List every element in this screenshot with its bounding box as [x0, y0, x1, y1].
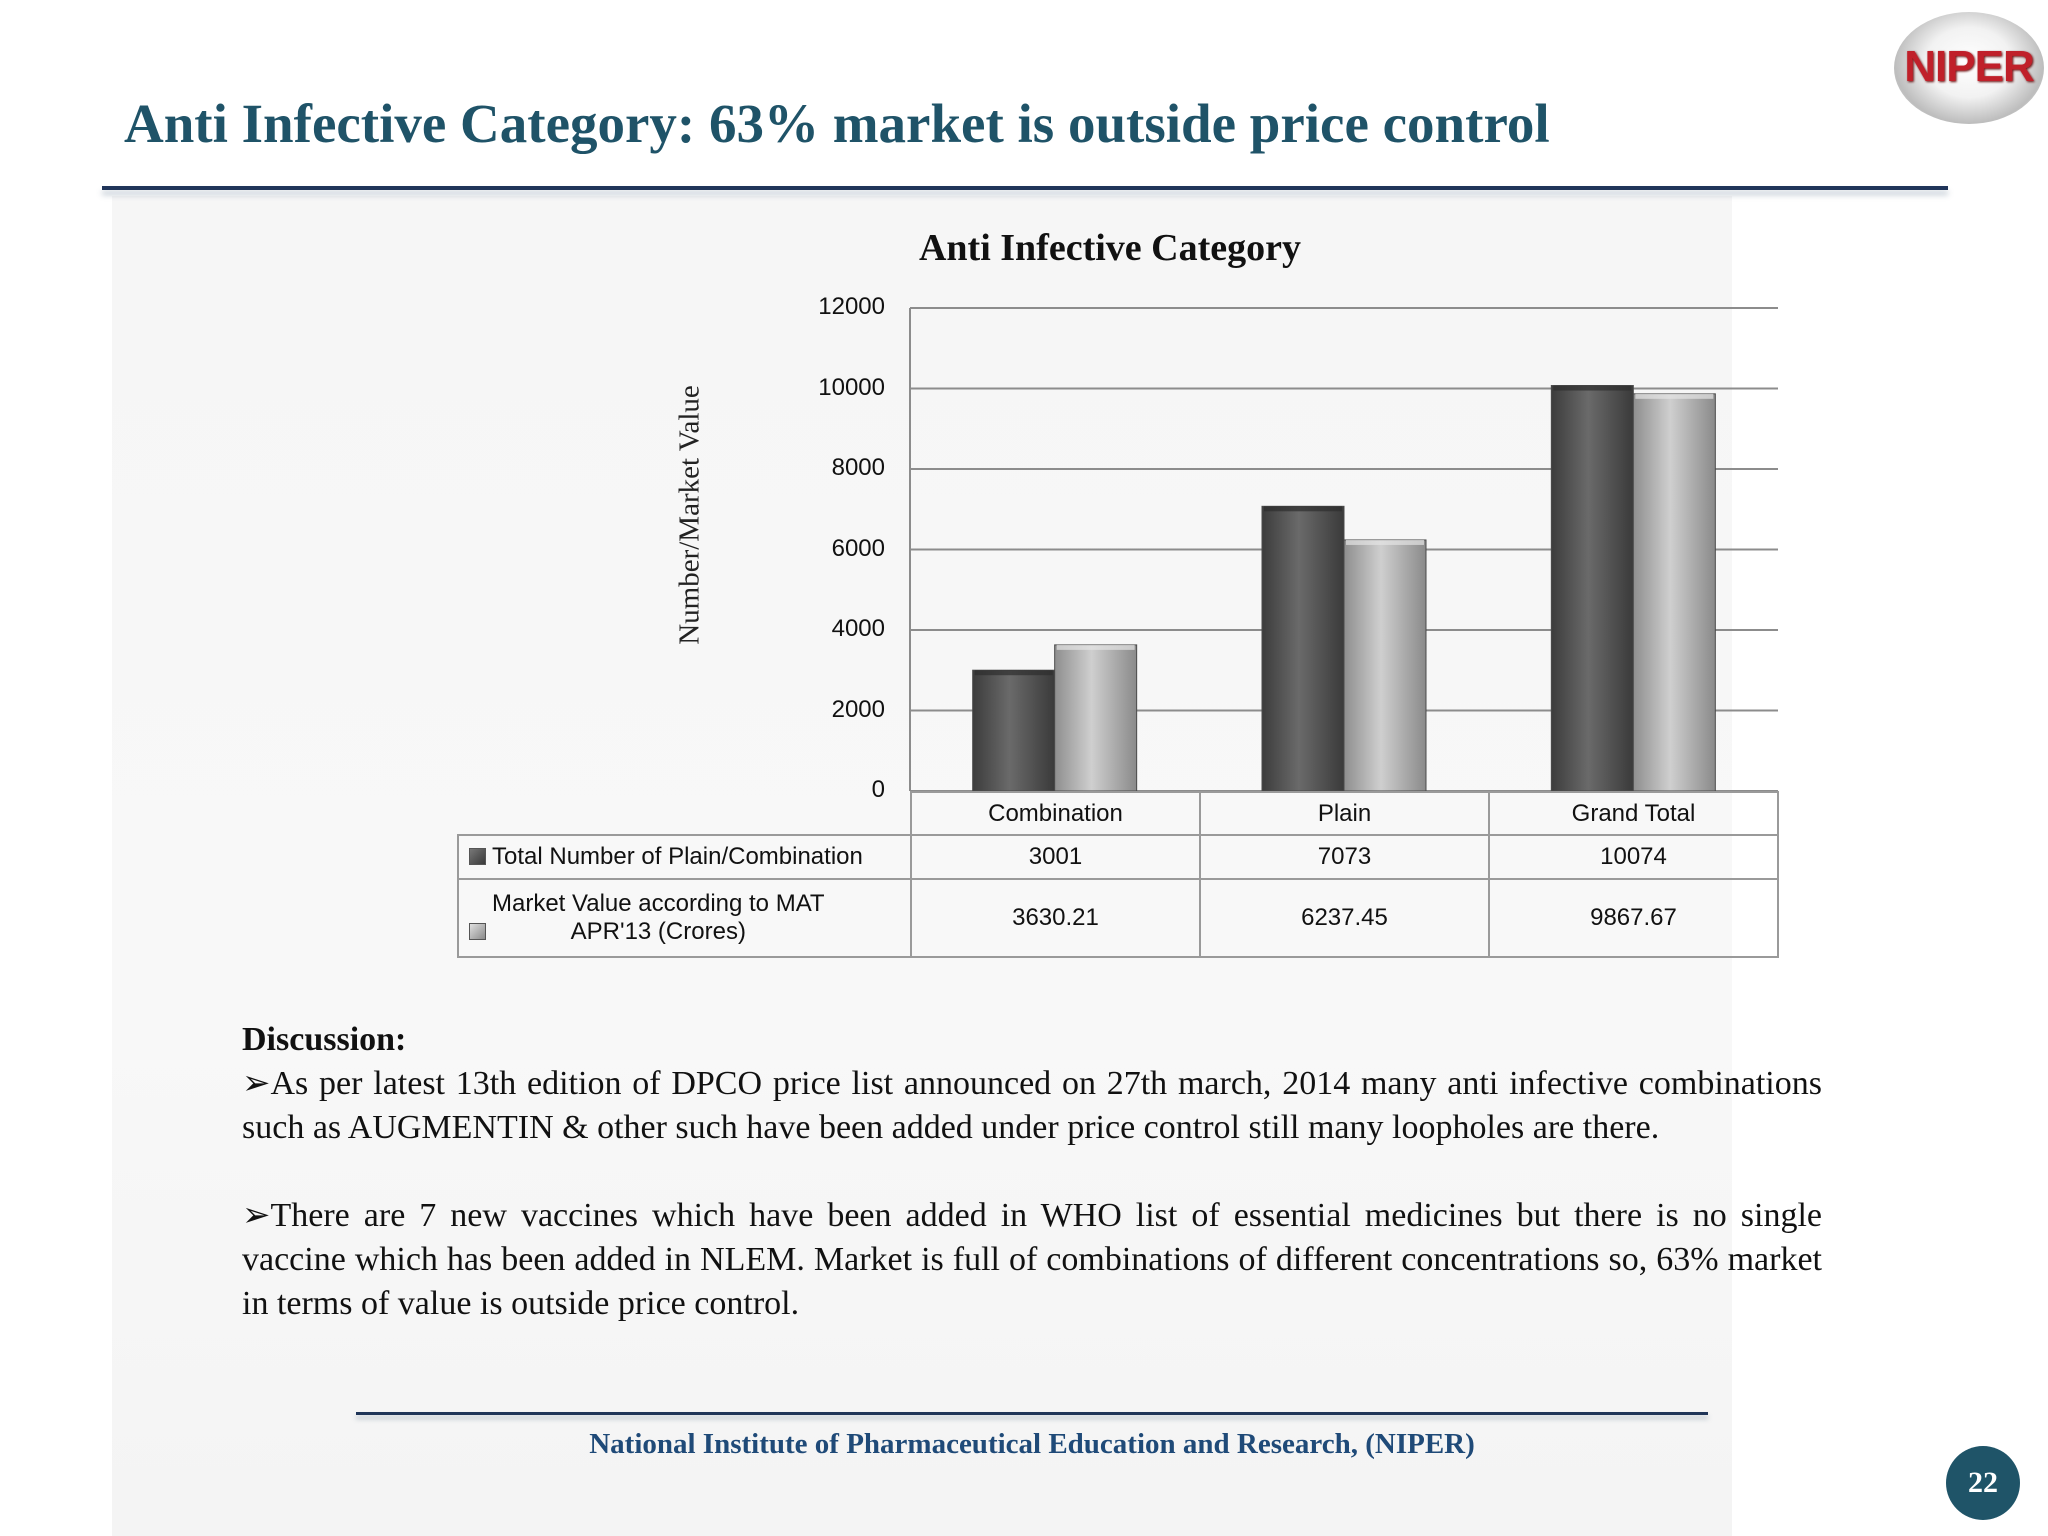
- data-label: 3001: [910, 834, 1201, 880]
- footer-divider: [356, 1412, 1708, 1415]
- bar: [1632, 393, 1716, 792]
- niper-logo: NIPER: [1894, 12, 2044, 124]
- y-tick-label: 4000: [831, 615, 885, 642]
- bar: [1343, 539, 1427, 792]
- discussion-section: Discussion: ➢As per latest 13th edition …: [242, 1018, 1822, 1326]
- legend-entry: Total Number of Plain/Combination: [457, 834, 912, 880]
- series-name: Total Number of Plain/Combination: [492, 843, 863, 870]
- series-name-line: Market Value according to MAT: [492, 890, 825, 917]
- series-name-line: APR'13 (Crores): [570, 918, 746, 945]
- data-label: 9867.67: [1488, 878, 1779, 958]
- chart-data-table: Combination Plain Grand Total Total Numb…: [457, 791, 1779, 958]
- bar: [972, 669, 1056, 792]
- bar-highlight: [974, 670, 1053, 676]
- paragraph-spacer: [242, 1150, 1822, 1194]
- data-label: 3630.21: [910, 878, 1201, 958]
- legend-swatch: [469, 923, 486, 940]
- category-label: Combination: [910, 791, 1201, 836]
- discussion-heading: Discussion:: [242, 1021, 407, 1058]
- y-tick-label: 12000: [818, 293, 885, 320]
- chart-title: Anti Infective Category: [918, 227, 1301, 269]
- y-tick-label: 2000: [831, 695, 885, 723]
- slide-title: Anti Infective Category: 63% market is o…: [124, 93, 1550, 154]
- footer-institute-name: National Institute of Pharmaceutical Edu…: [589, 1428, 1475, 1460]
- table-corner: [458, 792, 911, 835]
- logo-text: NIPER: [1904, 42, 2034, 91]
- table-row: Total Number of Plain/Combination 3001 7…: [457, 834, 1779, 880]
- discussion-point: ➢There are 7 new vaccines which have bee…: [242, 1197, 1822, 1322]
- table-header-row: Combination Plain Grand Total: [458, 791, 1779, 836]
- bar: [1054, 644, 1138, 792]
- data-label: 10074: [1488, 834, 1779, 880]
- page-number-badge: 22: [1946, 1446, 2020, 1520]
- y-tick-label: 0: [871, 776, 885, 803]
- discussion-point: ➢As per latest 13th edition of DPCO pric…: [242, 1065, 1822, 1146]
- bar-highlight: [1264, 506, 1342, 512]
- bar: [1550, 385, 1634, 792]
- data-label: 7073: [1199, 834, 1490, 880]
- bar-highlight: [1553, 385, 1632, 391]
- legend-swatch: [469, 848, 486, 865]
- category-label: Plain: [1199, 791, 1490, 836]
- legend-entry: Market Value according to MAT APR'13 (Cro…: [457, 878, 912, 958]
- y-tick-label: 6000: [831, 534, 885, 562]
- title-divider: [102, 186, 1948, 190]
- category-label: Grand Total: [1488, 791, 1779, 836]
- bar-highlight: [1346, 539, 1424, 545]
- data-label: 6237.45: [1199, 878, 1490, 958]
- bar-highlight: [1635, 393, 1714, 399]
- y-tick-label: 8000: [831, 454, 885, 481]
- table-row: Market Value according to MAT APR'13 (Cro…: [457, 878, 1779, 958]
- bar: [1261, 505, 1345, 792]
- y-tick-label: 10000: [818, 373, 885, 401]
- bar-highlight: [1056, 644, 1135, 650]
